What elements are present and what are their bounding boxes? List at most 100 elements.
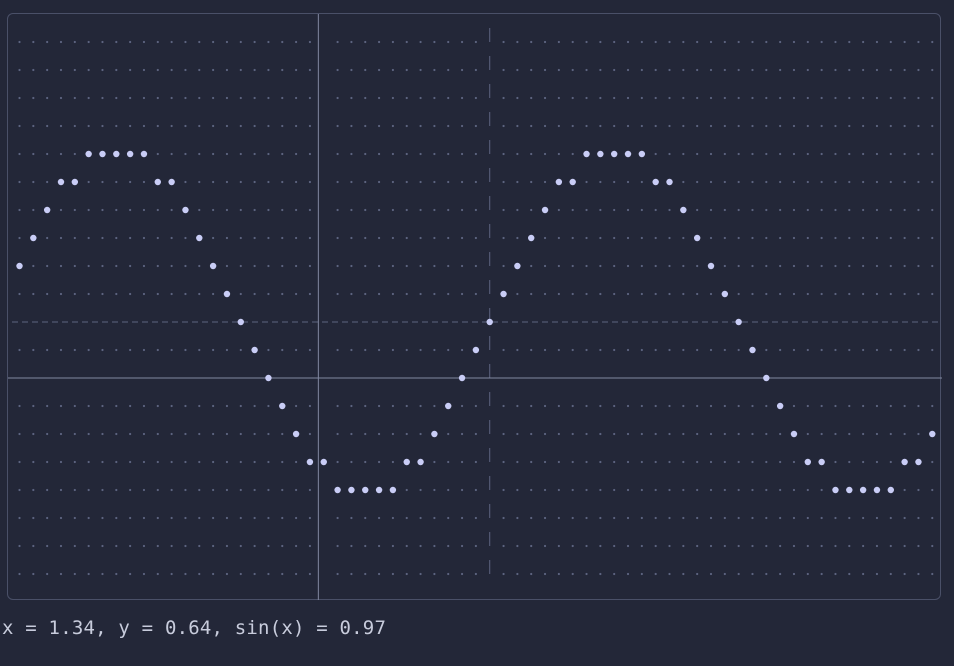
grid-dot (87, 96, 90, 100)
grid-dot (792, 124, 796, 128)
grid-dot (709, 516, 713, 520)
grid-dot (875, 96, 879, 100)
grid-dot (571, 264, 574, 268)
grid-dot (405, 264, 408, 268)
grid-dot (889, 292, 892, 296)
grid-dot (765, 152, 768, 156)
grid-dot (267, 40, 270, 44)
grid-dot (32, 292, 35, 296)
plot-area[interactable] (7, 13, 941, 600)
curve-point (431, 430, 438, 438)
grid-dot (87, 236, 90, 240)
grid-dot (668, 572, 671, 576)
grid-dot (101, 292, 104, 296)
grid-dot (709, 544, 713, 548)
grid-dot (626, 292, 630, 296)
grid-dot (848, 544, 851, 548)
curve-point (832, 486, 839, 494)
grid-dot (737, 236, 740, 240)
grid-dot (820, 544, 823, 548)
grid-dot (474, 572, 477, 576)
grid-dot (253, 544, 256, 548)
grid-dot (889, 40, 892, 44)
grid-dot (419, 404, 422, 408)
grid-dot (142, 348, 146, 352)
curve-point (818, 458, 825, 466)
grid-dot (917, 432, 920, 436)
curve-point (859, 486, 867, 494)
grid-dot (184, 292, 187, 296)
grid-dot (156, 572, 159, 576)
grid-dot (364, 96, 367, 100)
grid-dot (848, 40, 851, 44)
grid-dot (115, 264, 118, 268)
grid-dot (32, 404, 35, 408)
grid-dot (516, 572, 519, 576)
grid-dot (87, 40, 90, 44)
grid-dot (73, 460, 76, 464)
grid-dot (751, 572, 754, 576)
grid-dot (198, 208, 201, 212)
grid-dot (530, 572, 533, 576)
grid-dot (156, 152, 159, 156)
grid-dot (433, 40, 436, 44)
grid-dot (239, 292, 242, 296)
grid-dot (59, 96, 63, 100)
grid-dot (696, 40, 699, 44)
grid-dot (585, 544, 588, 548)
grid-dot (419, 124, 422, 128)
grid-dot (931, 68, 934, 72)
grid-dot (779, 572, 782, 576)
grid-dot (862, 180, 865, 184)
grid-dot (723, 460, 726, 464)
grid-dot (723, 488, 726, 492)
grid-dot (225, 572, 229, 576)
grid-dot (184, 544, 187, 548)
grid-dot (281, 432, 284, 436)
grid-dot (903, 40, 906, 44)
grid-dot (668, 236, 671, 240)
grid-dot (239, 180, 242, 184)
curve-point (624, 150, 632, 158)
grid-dot (654, 96, 657, 100)
grid-dot (543, 572, 547, 576)
grid-dot (184, 404, 187, 408)
grid-dot (18, 572, 21, 576)
grid-dot (502, 264, 505, 268)
grid-dot (433, 180, 436, 184)
grid-dot (792, 348, 796, 352)
grid-dot (751, 236, 754, 240)
grid-dot (654, 40, 657, 44)
grid-dot (875, 404, 879, 408)
grid-dot (447, 460, 450, 464)
grid-dot (364, 236, 367, 240)
grid-dot (543, 404, 547, 408)
grid-dot (184, 152, 187, 156)
grid-dot (640, 460, 643, 464)
grid-dot (696, 544, 699, 548)
grid-dot (502, 432, 505, 436)
grid-dot (834, 40, 837, 44)
curve-point (846, 486, 853, 494)
grid-dot (654, 152, 657, 156)
grid-dot (212, 180, 215, 184)
grid-dot (640, 292, 643, 296)
grid-dot (18, 460, 21, 464)
curve-point (873, 486, 881, 494)
grid-dot (820, 124, 823, 128)
grid-dot (212, 236, 215, 240)
grid-dot (405, 40, 408, 44)
grid-dot (46, 236, 49, 240)
grid-dot (101, 572, 104, 576)
grid-dot (377, 432, 381, 436)
grid-dot (87, 488, 90, 492)
grid-dot (806, 180, 809, 184)
grid-dot (253, 208, 256, 212)
grid-dot (447, 348, 450, 352)
grid-dot (46, 516, 49, 520)
grid-dot (571, 68, 574, 72)
grid-dot (73, 572, 76, 576)
grid-dot (391, 96, 395, 100)
grid-dot (571, 432, 574, 436)
grid-dot (931, 96, 934, 100)
